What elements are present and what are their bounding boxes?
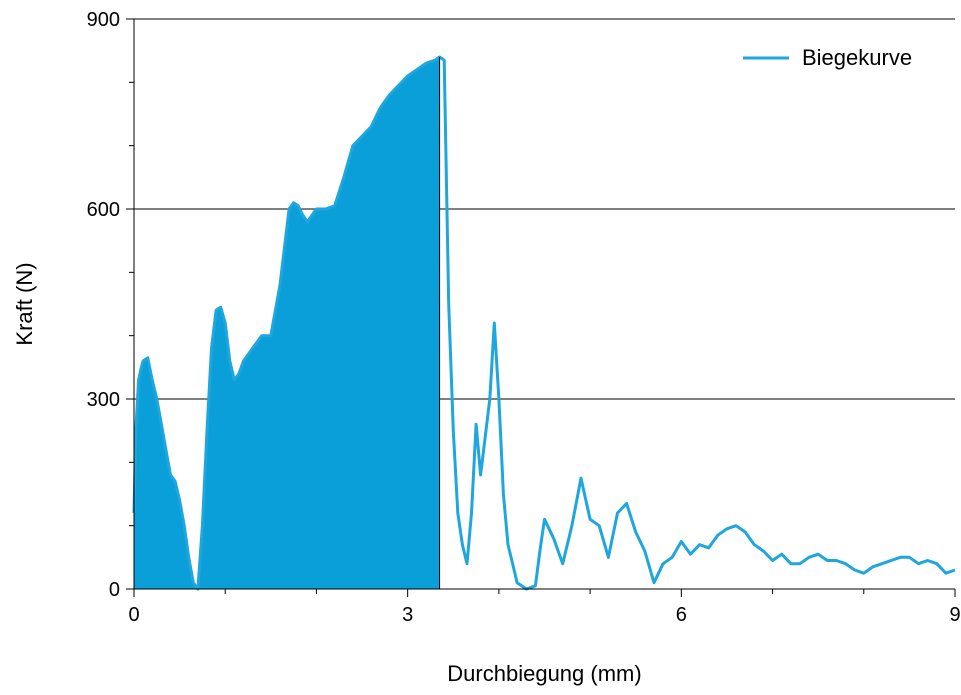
filled-area-under-curve [134, 57, 440, 589]
x-tick-label-6: 6 [676, 604, 687, 626]
y-tick-label-600: 600 [87, 199, 120, 221]
x-tick-label-9: 9 [949, 604, 960, 626]
x-tick-label-0: 0 [128, 604, 139, 626]
y-tick-label-0: 0 [109, 579, 120, 601]
x-tick-label-3: 3 [402, 604, 413, 626]
legend-label-biegekurve: Biegekurve [802, 45, 912, 70]
y-tick-label-900: 900 [87, 9, 120, 31]
tick-labels: 0 300 600 900 0 3 6 9 [87, 9, 961, 626]
axes [133, 19, 955, 590]
legend: Biegekurve [743, 45, 912, 70]
tick-marks [126, 18, 956, 597]
y-axis-title: Kraft (N) [12, 262, 37, 345]
x-axis-title: Durchbiegung (mm) [447, 661, 641, 686]
series-line-biegekurve [132, 55, 956, 591]
y-tick-label-300: 300 [87, 389, 120, 411]
